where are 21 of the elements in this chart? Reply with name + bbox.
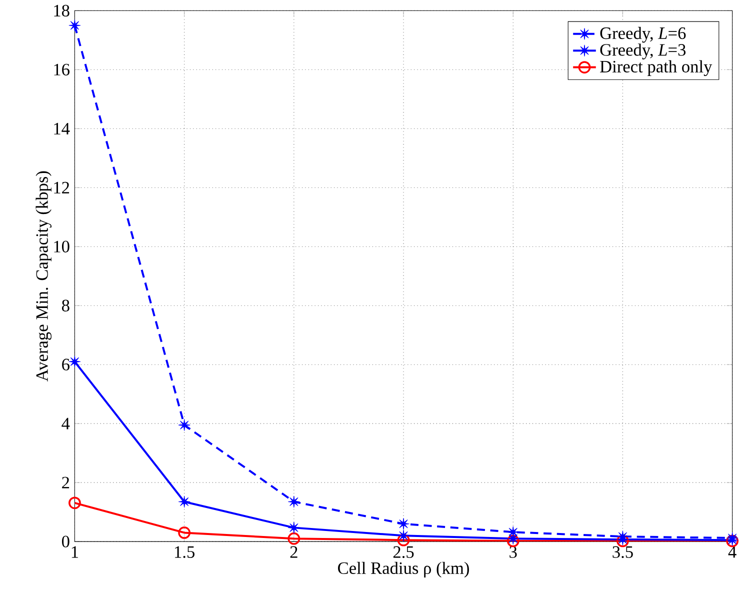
x-tick-label: 2.5 [393,546,414,558]
y-tick-label: 16 [54,64,70,76]
x-tick-label: 1.5 [175,546,194,558]
y-tick-label: 14 [54,123,70,135]
y-tick-label: 4 [62,418,70,430]
y-tick-label: 6 [62,358,70,371]
legend-label: Direct path only [600,60,712,76]
legend-label: Greedy, L=6 [600,27,686,43]
x-tick-label: 3.5 [612,546,633,558]
y-tick-label: 10 [54,240,70,253]
y-tick-label: 8 [62,300,70,312]
x-tick-label: 4 [728,546,736,558]
y-tick-label: 12 [54,182,70,194]
legend-label: Greedy, L=3 [600,44,686,60]
y-tick-label: 0 [62,536,70,548]
y-axis-title: Average Min. Capacity (kbps) [36,172,52,382]
y-tick-label: 2 [62,477,70,489]
x-tick-label: 2 [290,546,298,558]
x-tick-label: 1 [72,546,78,558]
y-tick-label: 18 [54,5,70,17]
x-axis-title: Cell Radius ρ (km) [338,562,469,578]
